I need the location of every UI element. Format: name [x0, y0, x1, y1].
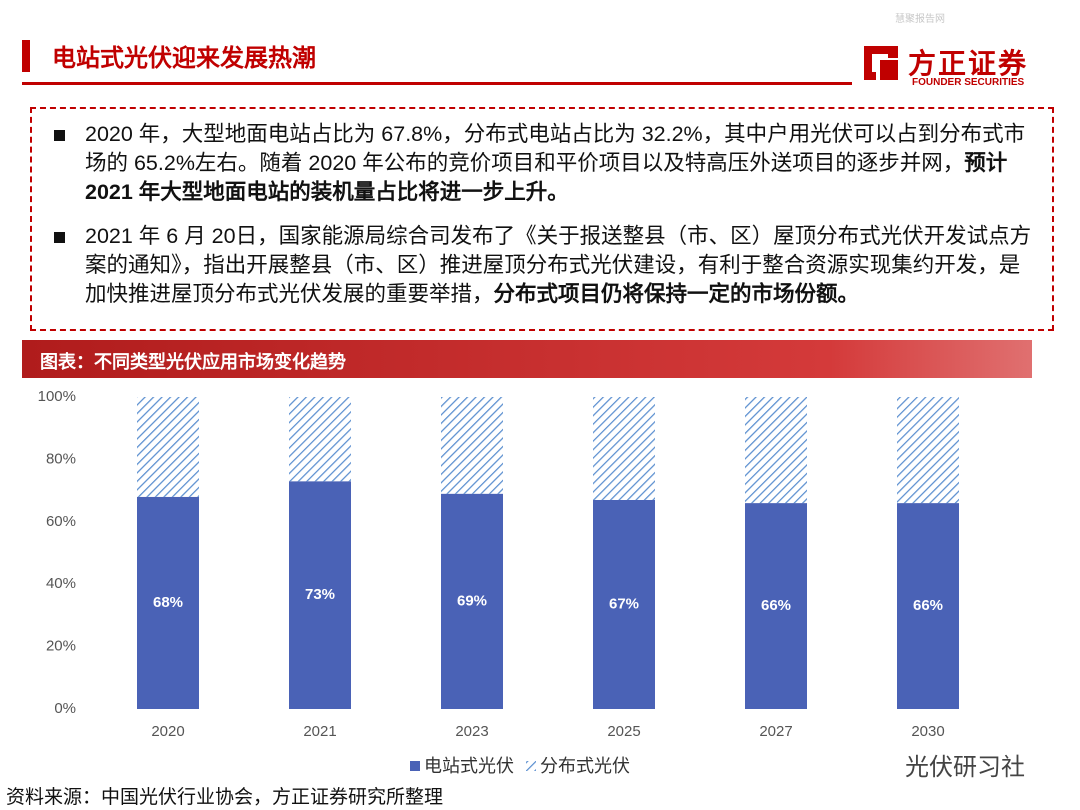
bar-segment: [897, 503, 959, 709]
bar-segment: [745, 503, 807, 709]
y-tick-label: 0%: [54, 700, 76, 717]
wechat-mark: 光伏研习社: [905, 754, 1025, 781]
bar-segment: [593, 397, 655, 500]
data-label: 66%: [761, 597, 791, 614]
bullet-emphasis: 分布式项目仍将保持一定的市场份额。: [493, 282, 860, 306]
bar-segment: [289, 481, 351, 709]
bar-segment: [745, 397, 807, 504]
x-tick-label: 2030: [911, 723, 944, 740]
data-label: 69%: [457, 592, 487, 609]
y-tick-label: 60%: [46, 513, 76, 530]
bar-segment: [137, 397, 199, 497]
bullet-text: 2020 年，大型地面电站占比为 67.8%，分布式电站占比为 32.2%，其中…: [85, 122, 1026, 175]
bar-segment: [137, 496, 199, 709]
x-tick-label: 2023: [455, 723, 488, 740]
bar-segment: [289, 397, 351, 482]
logo-mark: [864, 46, 898, 80]
bar-segment: [441, 493, 503, 709]
logo-subtext: FOUNDER SECURITIES: [912, 77, 1025, 88]
data-label: 67%: [609, 595, 639, 612]
logo-text: 方正证券: [908, 48, 1029, 79]
bar-segment: [897, 397, 959, 504]
chart-title: 图表：不同类型光伏应用市场变化趋势: [40, 352, 346, 372]
y-tick-label: 40%: [46, 575, 76, 592]
legend-swatch: [526, 761, 536, 771]
data-label: 73%: [305, 586, 335, 603]
x-tick-label: 2021: [303, 723, 336, 740]
data-label: 66%: [913, 597, 943, 614]
data-label: 68%: [153, 594, 183, 611]
bullet: 2021 年 6 月 20日，国家能源局综合司发布了《关于报送整县（市、区）屋顶…: [50, 222, 1040, 309]
header-line: [22, 82, 852, 85]
x-tick-label: 2027: [759, 723, 792, 740]
y-tick-label: 80%: [46, 450, 76, 467]
x-tick-label: 2025: [607, 723, 640, 740]
bullet-emphasis: 预计 2021 年大型地面电站的装机量占比将进一步上升。: [85, 151, 1008, 204]
bar-segment: [441, 397, 503, 494]
slide-title: 电站式光伏迎来发展热潮: [52, 45, 316, 72]
legend-label: 分布式光伏: [540, 756, 630, 776]
legend-label: 电站式光伏: [424, 756, 514, 776]
bar-segment: [593, 499, 655, 709]
bullet: 2020 年，大型地面电站占比为 67.8%，分布式电站占比为 32.2%，其中…: [50, 120, 1040, 207]
x-tick-label: 2020: [151, 723, 184, 740]
bullet-text: 2021 年 6 月 20日，国家能源局综合司发布了《关于报送整县（市、区）屋顶…: [85, 224, 1032, 306]
y-tick-label: 20%: [46, 638, 76, 655]
watermark: 慧聚报告网: [895, 14, 945, 25]
summary-box: [30, 107, 1054, 331]
title-bar: [22, 40, 30, 72]
chart-banner: [22, 340, 1032, 378]
y-tick-label: 100%: [38, 388, 76, 405]
chart: 0% 20% 40% 60% 80% 100% 2020 68% 2021 73% 2023 69% 2…: [38, 388, 959, 776]
legend-swatch: [410, 761, 420, 771]
source-note: 资料来源：中国光伏行业协会，方正证券研究所整理: [6, 787, 444, 808]
